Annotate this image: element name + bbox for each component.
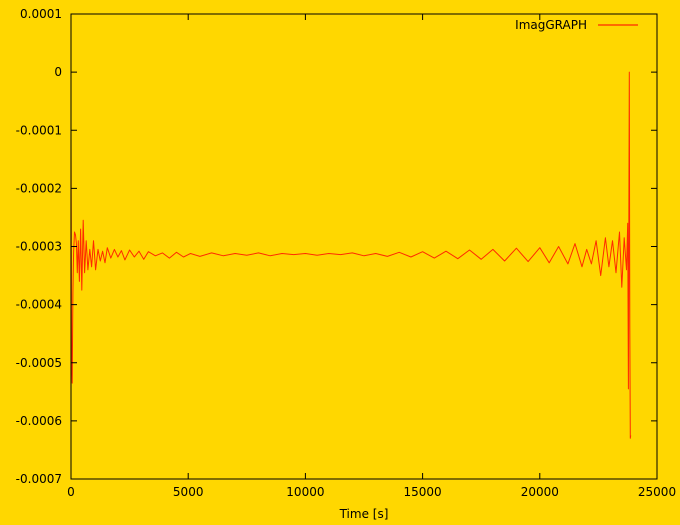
x-tick-label: 5000 <box>173 485 204 499</box>
x-tick-label: 20000 <box>521 485 559 499</box>
y-tick-label: -0.0001 <box>16 123 62 137</box>
y-tick-label: -0.0002 <box>16 181 62 195</box>
y-tick-label: -0.0006 <box>16 414 62 428</box>
legend-label: ImagGRAPH <box>515 18 587 32</box>
y-tick-label: -0.0004 <box>16 298 62 312</box>
legend: ImagGRAPH <box>515 18 638 32</box>
y-tick-label: 0 <box>54 65 62 79</box>
y-tick-label: -0.0005 <box>16 356 62 370</box>
series-line <box>70 71 632 439</box>
x-tick-label: 25000 <box>638 485 676 499</box>
x-axis-title: Time [s] <box>339 507 389 521</box>
y-tick-label: -0.0003 <box>16 240 62 254</box>
y-tick-label: -0.0007 <box>16 472 62 486</box>
x-tick-label: 10000 <box>286 485 324 499</box>
x-tick-label: 15000 <box>404 485 442 499</box>
x-tick-label: 0 <box>67 485 75 499</box>
y-tick-label: 0.0001 <box>20 7 62 21</box>
